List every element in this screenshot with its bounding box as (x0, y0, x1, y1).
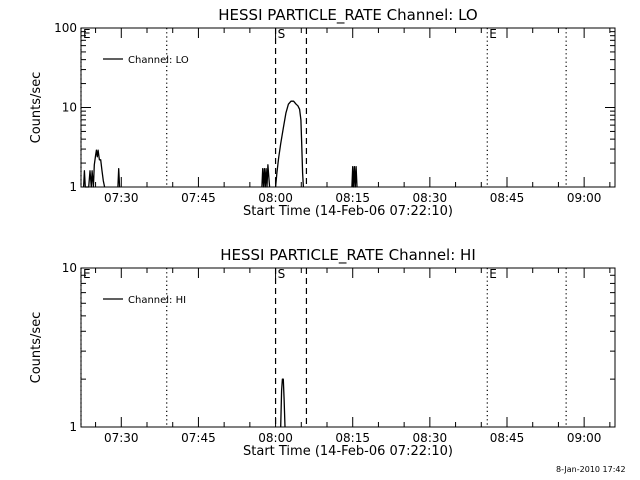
series-line (351, 166, 358, 188)
legend-entry: Channel: LO (128, 55, 189, 66)
annotation-label: E (489, 267, 497, 281)
x-tick-label: 08:15 (335, 431, 370, 445)
y-tick-label: 1 (69, 420, 77, 434)
plot-timestamp: 8-Jan-2010 17:42 (556, 465, 626, 474)
x-tick-label: 07:45 (181, 191, 216, 205)
x-tick-label: 08:00 (258, 431, 293, 445)
x-axis-label: Start Time (14-Feb-06 07:22:10) (243, 444, 453, 459)
x-tick-label: 08:00 (258, 191, 293, 205)
annotation-label: E (83, 267, 91, 281)
y-tick-label: 10 (62, 261, 77, 275)
x-axis-label: Start Time (14-Feb-06 07:22:10) (243, 204, 453, 219)
x-tick-label: 07:30 (104, 431, 139, 445)
plot-frame (80, 267, 616, 428)
x-tick-label: 08:30 (413, 191, 448, 205)
y-tick-label: 1 (69, 180, 77, 194)
x-tick-label: 08:45 (490, 431, 525, 445)
chart-title: HESSI PARTICLE_RATE Channel: LO (218, 6, 477, 25)
annotation-label: E (83, 27, 91, 41)
x-tick-label: 08:15 (335, 191, 370, 205)
annotation-label: E (489, 27, 497, 41)
series-line (82, 149, 106, 188)
chart-panel-0: HESSI PARTICLE_RATE Channel: LO E S E 1 10 100… (29, 6, 616, 219)
series-line (117, 168, 121, 188)
chart-title: HESSI PARTICLE_RATE Channel: HI (220, 246, 476, 265)
x-tick-label: 09:00 (567, 191, 602, 205)
annotation-label: S (278, 267, 286, 281)
y-axis-label: Counts/sec (29, 72, 44, 144)
series-line (280, 378, 286, 428)
y-axis-label: Counts/sec (29, 312, 44, 384)
y-tick-label: 10 (62, 101, 77, 115)
x-tick-label: 08:45 (490, 191, 525, 205)
chart-panel-1: HESSI PARTICLE_RATE Channel: HI E S E 1 10 07:… (29, 246, 616, 459)
legend-entry: Channel: HI (128, 295, 186, 306)
x-tick-label: 08:30 (413, 431, 448, 445)
y-tick-label: 100 (54, 21, 77, 35)
x-tick-label: 07:30 (104, 191, 139, 205)
x-tick-label: 07:45 (181, 431, 216, 445)
plot-frame (80, 27, 616, 188)
series-line (261, 164, 271, 188)
annotation-label: S (278, 27, 286, 41)
series-line (274, 100, 305, 188)
x-tick-label: 09:00 (567, 431, 602, 445)
